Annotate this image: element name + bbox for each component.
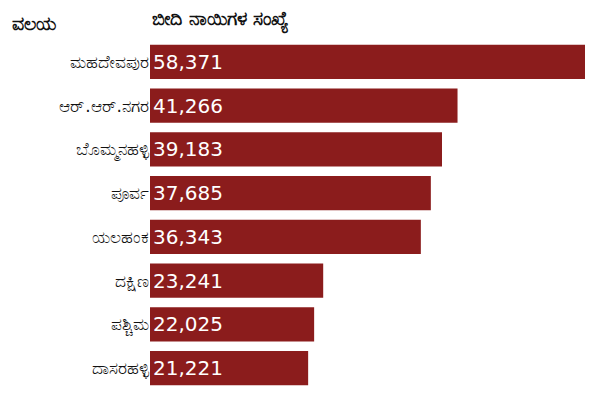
svg-text:ಬೊಮ್ಮನಹಳ್ಳಿ: ಬೊಮ್ಮನಹಳ್ಳಿ	[76, 139, 150, 161]
svg-text:23,241: 23,241	[153, 269, 223, 293]
svg-text:21,221: 21,221	[153, 356, 223, 380]
svg-text:ಯಲಹಂಕ: ಯಲಹಂಕ	[92, 227, 149, 247]
svg-text:37,685: 37,685	[153, 181, 223, 205]
svg-text:39,183: 39,183	[153, 137, 223, 161]
svg-text:22,025: 22,025	[153, 312, 223, 336]
svg-text:ದಾಸರಹಳ್ಳಿ: ದಾಸರಹಳ್ಳಿ	[92, 358, 150, 379]
svg-text:36,343: 36,343	[153, 225, 223, 249]
svg-text:ವಲಯ: ವಲಯ	[12, 12, 56, 34]
svg-text:ಮಹದೇವಪುರ: ಮಹದೇವಪುರ	[70, 52, 149, 72]
svg-text:ಪಶ್ಚಿಮ: ಪಶ್ಚಿಮ	[111, 314, 149, 336]
svg-text:58,371: 58,371	[153, 50, 223, 74]
svg-text:ಬೀದಿ ನಾಯಿಗಳ ಸಂಖ್ಯೆ: ಬೀದಿ ನಾಯಿಗಳ ಸಂಖ್ಯೆ	[152, 7, 289, 34]
svg-text:ಪೂರ್ವ: ಪೂರ್ವ	[111, 183, 149, 203]
svg-text:ಆರ್.ಆರ್.ನಗರ: ಆರ್.ಆರ್.ನಗರ	[59, 96, 149, 116]
svg-text:41,266: 41,266	[153, 94, 223, 118]
svg-text:ದಕ್ಷಿಣ: ದಕ್ಷಿಣ	[115, 271, 149, 292]
